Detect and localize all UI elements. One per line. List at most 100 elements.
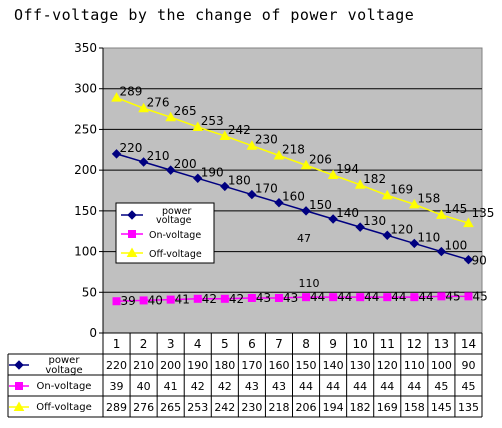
- data-point: [273, 149, 285, 160]
- table-cell: 160: [268, 359, 289, 372]
- legend-marker: [127, 210, 137, 220]
- data-label: 42: [202, 292, 217, 306]
- table-cell: 43: [272, 380, 286, 393]
- data-label: 158: [417, 191, 440, 205]
- data-label: 145: [444, 202, 467, 216]
- table-legend-marker: [15, 382, 23, 390]
- table-cell: 265: [160, 401, 181, 414]
- table-cell: 253: [187, 401, 208, 414]
- data-point: [138, 157, 149, 167]
- table-cell: 44: [326, 380, 340, 393]
- data-label: 210: [147, 149, 170, 163]
- data-label: 39: [121, 294, 136, 308]
- table-cell: 40: [137, 380, 151, 393]
- data-point: [463, 217, 474, 228]
- table-cell: 39: [110, 380, 124, 393]
- table-cell: 120: [377, 359, 398, 372]
- table-cell: 150: [296, 359, 317, 372]
- data-point: [246, 140, 258, 150]
- chart-title: Off-voltage by the change of power volta…: [14, 6, 415, 24]
- data-point: [356, 293, 365, 302]
- data-label: 40: [148, 293, 163, 307]
- data-label: 44: [418, 290, 433, 304]
- series-line: [116, 153, 469, 261]
- x-tick-label: 2: [140, 337, 148, 351]
- data-point: [409, 238, 420, 249]
- data-point: [220, 294, 229, 303]
- x-tick-label: 6: [248, 337, 256, 351]
- x-tick-label: 9: [329, 337, 337, 351]
- table-cell: 180: [214, 359, 235, 372]
- data-point: [193, 173, 203, 183]
- data-label: 150: [309, 198, 332, 212]
- data-point: [111, 149, 122, 159]
- plot-area: [102, 47, 483, 334]
- y-tick-label: 200: [74, 163, 97, 177]
- table-cell: 145: [431, 401, 452, 414]
- x-tick-label: 7: [275, 337, 283, 351]
- table-cell: 206: [296, 401, 317, 414]
- data-point: [382, 230, 392, 240]
- data-point: [328, 214, 338, 224]
- y-tick-label: 150: [74, 204, 97, 218]
- x-tick-label: 5: [221, 337, 229, 351]
- table-cell: 230: [241, 401, 262, 414]
- data-label: 206: [309, 152, 332, 166]
- data-point: [219, 130, 231, 140]
- table-cell: 210: [133, 359, 154, 372]
- legend-label: voltage: [156, 215, 192, 226]
- y-tick-label: 250: [74, 122, 97, 136]
- data-point: [192, 121, 204, 131]
- data-label: 100: [444, 239, 467, 253]
- table-cell: 90: [461, 359, 475, 372]
- data-label: 110: [417, 230, 440, 244]
- x-tick-label: 3: [167, 337, 175, 351]
- data-point: [436, 246, 447, 257]
- data-point: [327, 169, 339, 180]
- data-point: [410, 293, 419, 302]
- data-point: [436, 209, 447, 219]
- data-point: [408, 198, 420, 209]
- table-legend-marker: [14, 360, 24, 370]
- table-cell: 169: [377, 401, 398, 414]
- annotation-label: 110: [299, 277, 320, 290]
- table-cell: 158: [404, 401, 425, 414]
- table-cell: 45: [434, 380, 448, 393]
- data-point: [220, 181, 230, 192]
- data-label: 135: [471, 206, 494, 220]
- table-cell: 41: [164, 380, 178, 393]
- data-label: 44: [337, 290, 352, 304]
- x-tick-label: 8: [302, 337, 310, 351]
- data-label: 220: [120, 141, 143, 155]
- table-cell: 45: [461, 380, 475, 393]
- data-point: [354, 179, 366, 189]
- data-label: 180: [228, 173, 251, 187]
- table-series-name: Off-voltage: [36, 402, 91, 413]
- table-cell: 44: [380, 380, 394, 393]
- table-cell: 140: [323, 359, 344, 372]
- data-label: 45: [472, 289, 487, 303]
- data-label: 253: [201, 114, 224, 128]
- data-point: [274, 198, 284, 208]
- annotation-label: 47: [297, 232, 311, 245]
- y-tick-label: 300: [74, 82, 97, 96]
- legend-label: Off-voltage: [149, 249, 202, 260]
- table-cell: 42: [191, 380, 205, 393]
- data-label: 170: [255, 182, 278, 196]
- table-cell: 200: [160, 359, 181, 372]
- data-point: [383, 293, 392, 302]
- table-cell: 220: [106, 359, 127, 372]
- data-label: 130: [363, 214, 386, 228]
- x-tick-label: 4: [194, 337, 202, 351]
- data-point: [381, 189, 393, 200]
- data-label: 43: [283, 291, 298, 305]
- data-label: 45: [445, 289, 460, 303]
- data-label: 200: [174, 157, 197, 171]
- data-point: [464, 292, 473, 301]
- data-label: 44: [364, 290, 379, 304]
- data-label: 169: [390, 182, 413, 196]
- legend-label: power: [162, 206, 191, 217]
- data-point: [300, 159, 312, 170]
- data-label: 41: [175, 293, 190, 307]
